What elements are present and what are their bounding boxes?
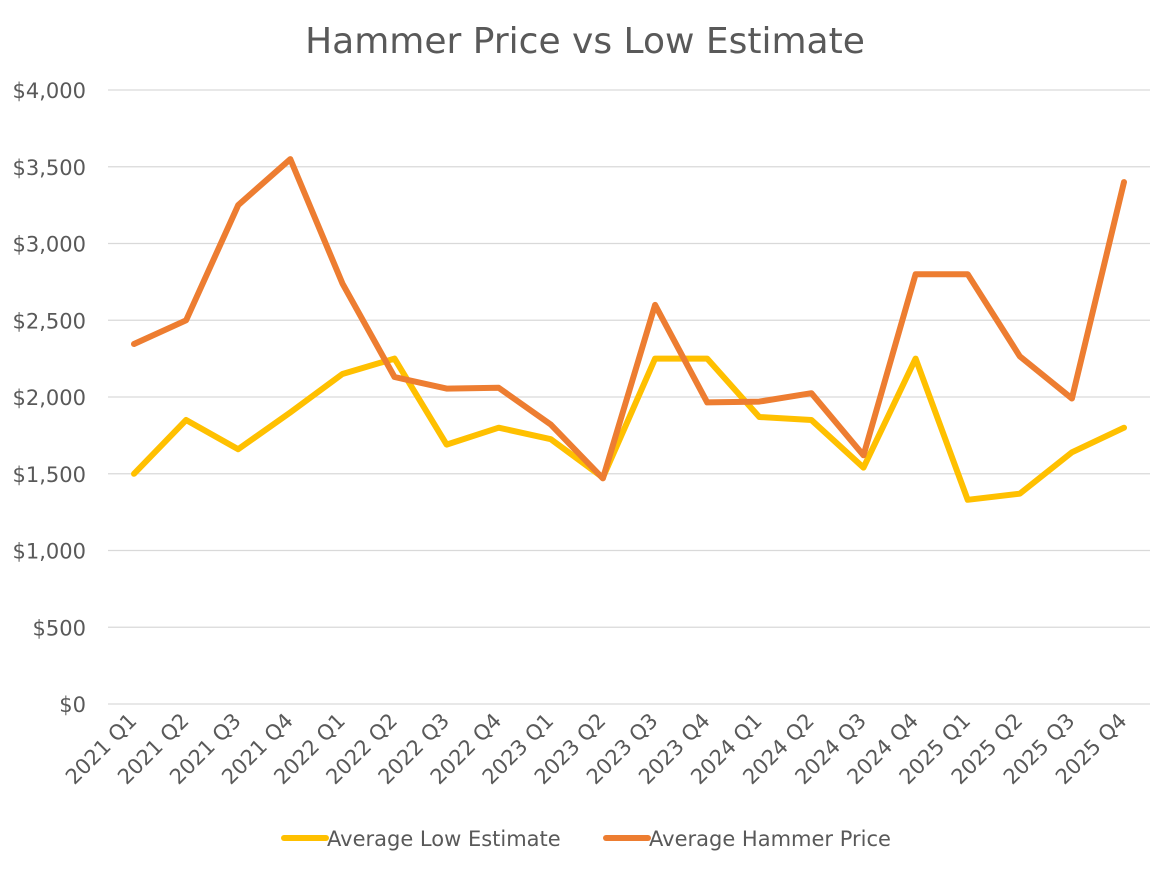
series-line-average-hammer-price <box>131 156 1127 482</box>
y-axis-tick-labels: $0 $500 $1,000 $1,500 $2,000 $2,500 $3,000 $3,5… <box>13 79 86 717</box>
chart-title: Hammer Price vs Low Estimate <box>305 21 865 62</box>
y-tick-label: $500 <box>33 616 86 640</box>
legend-label: Average Hammer Price <box>649 827 891 851</box>
y-tick-label: $1,000 <box>13 540 86 564</box>
y-tick-label: $0 <box>59 693 86 717</box>
series-line-average-low-estimate <box>131 355 1127 503</box>
legend-label: Average Low Estimate <box>327 827 561 851</box>
legend: Average Low Estimate Average Hammer Price <box>281 827 891 851</box>
y-tick-label: $4,000 <box>13 79 86 103</box>
y-tick-label: $2,000 <box>13 386 86 410</box>
y-tick-label: $2,500 <box>13 309 86 333</box>
y-tick-label: $3,500 <box>13 156 86 180</box>
y-tick-label: $3,000 <box>13 233 86 257</box>
series-lines <box>131 156 1127 503</box>
y-tick-label: $1,500 <box>13 463 86 487</box>
